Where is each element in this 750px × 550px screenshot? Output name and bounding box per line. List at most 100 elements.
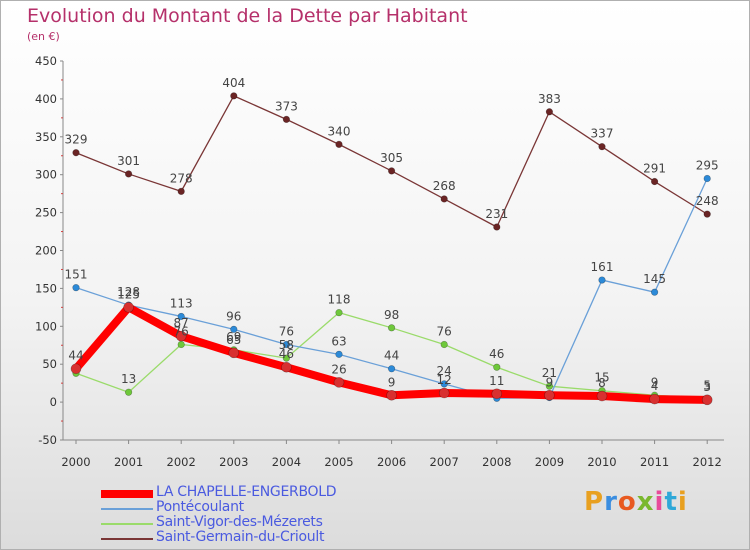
chart-title: Evolution du Montant de la Dette par Hab…	[27, 5, 468, 27]
legend-label: Pontécoulant	[156, 499, 244, 515]
data-label: 46	[489, 347, 504, 361]
logo-letter: i	[654, 487, 665, 517]
logo-letter: i	[677, 487, 688, 517]
data-label: 161	[591, 260, 614, 274]
data-label: 96	[226, 309, 241, 323]
data-label: 404	[222, 76, 245, 90]
data-point	[123, 302, 134, 313]
data-label: 46	[279, 347, 294, 361]
x-tick-label: 2000	[61, 455, 90, 469]
data-label: 63	[331, 334, 346, 348]
x-tick-label: 2012	[693, 455, 722, 469]
data-point	[491, 388, 503, 400]
y-tick-label: 0	[50, 395, 57, 409]
y-tick-label: 50	[42, 357, 57, 371]
data-point	[388, 365, 396, 373]
data-point	[544, 389, 555, 401]
data-point	[703, 174, 711, 183]
y-tick-label: 400	[35, 92, 57, 106]
data-label: 65	[226, 333, 241, 347]
data-label: 291	[643, 162, 666, 176]
data-label: 329	[65, 133, 88, 147]
x-tick-label: 2006	[377, 455, 406, 469]
data-point	[282, 354, 291, 362]
data-label: 3	[703, 380, 711, 394]
data-point	[650, 288, 659, 296]
y-tick-label: 350	[35, 130, 57, 144]
data-point	[545, 108, 554, 116]
data-label: 24	[437, 364, 452, 378]
data-point	[70, 363, 82, 375]
data-label: 9	[388, 375, 396, 389]
data-label: 231	[485, 207, 508, 221]
legend-label: LA CHAPELLE-ENGERBOLD	[156, 484, 337, 500]
data-point	[175, 330, 187, 342]
data-point	[598, 143, 606, 151]
logo-letter: t	[664, 487, 678, 517]
data-label: 69	[226, 330, 241, 344]
data-point	[177, 340, 185, 349]
data-point	[438, 387, 450, 399]
data-label: 248	[696, 194, 719, 208]
data-label: 15	[594, 371, 609, 385]
data-label: 340	[328, 124, 351, 138]
data-label: 113	[170, 296, 193, 310]
legend-swatch	[101, 523, 153, 525]
data-label: 145	[643, 272, 666, 286]
data-label: 98	[384, 308, 399, 322]
data-point	[177, 187, 185, 195]
x-tick-label: 2011	[640, 455, 669, 469]
data-point	[335, 350, 343, 358]
x-tick-label: 2010	[587, 455, 616, 469]
legend-label: Saint-Germain-du-Crioult	[156, 529, 325, 545]
data-label: 268	[433, 179, 456, 193]
x-tick-label: 2004	[272, 455, 301, 469]
data-point	[650, 177, 659, 186]
data-point	[230, 325, 238, 333]
data-label: 295	[696, 158, 719, 172]
y-tick-label: 450	[35, 54, 57, 68]
data-label: 383	[538, 92, 561, 106]
data-point	[333, 377, 345, 388]
data-point	[72, 284, 80, 292]
series-lines	[70, 92, 713, 406]
data-point	[335, 309, 343, 317]
logo-letter: o	[617, 487, 637, 517]
data-point	[545, 382, 554, 390]
data-point	[596, 390, 608, 402]
data-label: 76	[437, 324, 452, 338]
data-label: 9	[651, 375, 659, 389]
data-point	[124, 170, 133, 178]
data-labels: 4412587654626915112811396766344241611452…	[65, 76, 719, 394]
data-point	[281, 361, 292, 373]
y-tick-label: 250	[35, 206, 57, 220]
y-tick-label: 300	[35, 168, 57, 182]
proxiti-logo: Proxiti	[584, 487, 688, 517]
x-tick-label: 2002	[167, 455, 196, 469]
data-label: 5	[703, 378, 711, 392]
data-point	[228, 347, 240, 359]
x-tick-label: 2007	[430, 455, 459, 469]
legend-swatch	[101, 538, 153, 540]
x-tick-label: 2001	[114, 455, 143, 469]
data-label: 76	[279, 324, 294, 338]
data-point	[388, 167, 396, 175]
chart-subtitle: (en €)	[27, 30, 60, 43]
data-label: 337	[591, 127, 614, 141]
y-tick-label: 100	[35, 319, 57, 333]
legend-label: Saint-Vigor-des-Mézerets	[156, 514, 323, 530]
data-label: 373	[275, 99, 298, 113]
data-point	[703, 210, 711, 218]
data-point	[440, 380, 448, 388]
data-label: 305	[380, 151, 403, 165]
logo-letter: r	[604, 487, 618, 517]
data-label: 128	[117, 285, 140, 299]
x-tick-label: 2003	[219, 455, 248, 469]
legend-swatch	[101, 490, 153, 498]
data-point	[177, 312, 185, 321]
data-label: 87	[174, 316, 189, 330]
data-label: 76	[174, 324, 189, 338]
legend-swatch	[101, 508, 153, 510]
data-label: 26	[331, 362, 346, 376]
